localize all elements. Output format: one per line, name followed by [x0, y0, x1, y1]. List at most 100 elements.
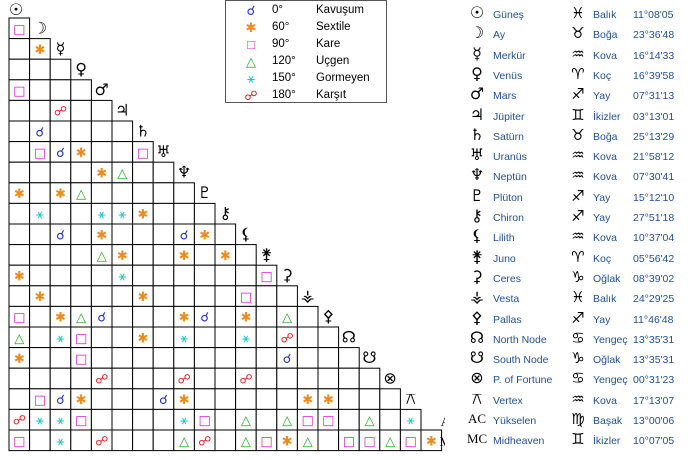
planet-glyph-icon: ♀: [471, 63, 483, 83]
planet-glyph-icon: ♂: [469, 84, 485, 104]
planet-position-list: ☉ Güneş ♓ Balık 11°08'05 ☽ Ay ♉ Boğa 23°36'48 ☿ Mer…: [465, 0, 690, 460]
grid-cell: [29, 79, 51, 101]
grid-cell: [49, 285, 72, 307]
planet-name: Lilith: [493, 232, 515, 245]
grid-cell: [8, 58, 31, 81]
aspect-mark: □: [343, 434, 355, 449]
planet-name: South Node: [493, 354, 549, 367]
aspect-mark: ✱: [137, 290, 148, 305]
aspect-mark: ☌: [180, 228, 189, 243]
grid-cell: [173, 202, 195, 225]
aspect-mark: △: [14, 331, 24, 346]
grid-cell: [235, 244, 257, 266]
grid-cell: [111, 285, 134, 307]
grid-cell: [193, 388, 216, 410]
aspect-mark: ✱: [137, 331, 148, 346]
planet-glyph-icon: ☽: [469, 23, 485, 43]
aspect-mark: △: [282, 311, 292, 326]
grid-cell: [132, 161, 154, 184]
grid-cell: [317, 347, 340, 369]
grid-cell: [338, 367, 360, 390]
zodiac-sign-name: Kova: [593, 232, 617, 245]
aspect-mark: ⚹: [118, 208, 126, 223]
planet-degree: 07°31'13: [633, 90, 675, 103]
grid-cell: [49, 161, 72, 184]
aspect-mark: ☌: [36, 125, 45, 140]
grid-cell: [8, 161, 31, 184]
planet-degree: 24°29'25: [633, 293, 675, 306]
planet-degree: 13°35'31: [633, 354, 675, 367]
grid-cell: [29, 161, 51, 184]
zodiac-sign-name: Kova: [593, 394, 617, 407]
grid-cell: [152, 429, 175, 452]
zodiac-sign-icon: ♉: [571, 125, 585, 144]
planet-row: ☉ Güneş ♓ Balık 11°08'05: [465, 3, 690, 25]
planet-degree: 23°36'48: [633, 29, 675, 42]
planet-glyph-icon: ⊗: [470, 368, 484, 388]
aspect-mark: ✱: [76, 146, 87, 161]
diagonal-planet-glyph-icon: ☿: [56, 39, 66, 58]
grid-cell: [214, 388, 237, 410]
aspect-mark: ✱: [199, 228, 210, 243]
grid-cell: [132, 305, 154, 328]
planet-degree: 27°51'18: [633, 212, 675, 224]
aspect-mark: ✱: [34, 43, 45, 58]
aspect-mark: ☌: [283, 352, 292, 367]
zodiac-sign-name: Kova: [593, 151, 617, 164]
aspect-mark: ☍: [54, 105, 67, 120]
planet-row: ⚵ Juno ♈ Koç 05°56'42: [465, 246, 690, 269]
planet-degree: 13°35'31: [633, 333, 675, 346]
grid-cell: [29, 99, 51, 122]
zodiac-sign-name: Kova: [593, 171, 617, 184]
aspect-mark: ✱: [117, 249, 128, 264]
grid-cell: [276, 388, 298, 410]
zodiac-sign-name: Kova: [593, 49, 617, 62]
square-icon: □: [247, 37, 255, 52]
aspect-mark: □: [137, 146, 149, 161]
grid-cell: [338, 388, 360, 410]
grid-cell: [8, 285, 31, 307]
grid-cell: [90, 347, 113, 369]
grid-cell: [111, 305, 134, 328]
grid-cell: [49, 202, 72, 225]
legend-label: Uçgen: [316, 55, 350, 67]
diagonal-planet-glyph-icon: ⚸: [240, 224, 252, 243]
planet-name: Vertex: [493, 394, 523, 407]
grid-cell: [152, 305, 175, 328]
planet-glyph-icon: ⚴: [471, 307, 483, 327]
legend-degree: 150°: [272, 72, 296, 84]
zodiac-sign-icon: ♋: [571, 328, 585, 347]
aspect-mark: ☌: [56, 393, 65, 408]
planet-degree: 10°37'04: [633, 232, 675, 245]
aspect-mark: □: [322, 414, 334, 429]
legend-row-sextile: ✱ 60° Sextile: [226, 20, 386, 37]
grid-cell: [193, 326, 216, 349]
grid-cell: [111, 347, 134, 369]
planet-degree: 10°07'05: [633, 435, 675, 448]
aspect-mark: ✱: [55, 187, 66, 202]
aspect-mark: ✱: [323, 393, 334, 408]
zodiac-sign-name: Balık: [593, 9, 617, 21]
grid-cell: [214, 429, 237, 452]
planet-degree: 08°39'02: [633, 272, 675, 285]
grid-cell: [70, 120, 92, 143]
planet-glyph-icon: ⚵: [471, 246, 483, 266]
grid-cell: [296, 367, 319, 390]
grid-cell: [152, 367, 175, 390]
planet-row: ♅ Uranüs ♒ Kova 21°58'12: [465, 145, 690, 167]
grid-cell: [358, 367, 381, 390]
planet-degree: 05°56'42: [633, 252, 675, 265]
planet-name: Mars: [493, 90, 517, 103]
aspect-mark: ✱: [240, 311, 251, 326]
aspect-mark: △: [241, 434, 251, 449]
planet-degree: 13°00'06: [633, 415, 675, 427]
planet-glyph-icon: ☿: [472, 43, 482, 63]
aspect-mark: ✱: [55, 311, 66, 326]
planet-degree: 21°58'12: [633, 151, 675, 164]
aspect-mark: ✱: [96, 228, 107, 243]
grid-cell: [90, 141, 113, 163]
planet-glyph-icon: ⚻: [471, 388, 483, 408]
grid-cell: [49, 120, 72, 143]
grid-cell: [111, 326, 134, 349]
aspect-mark: △: [76, 311, 86, 326]
